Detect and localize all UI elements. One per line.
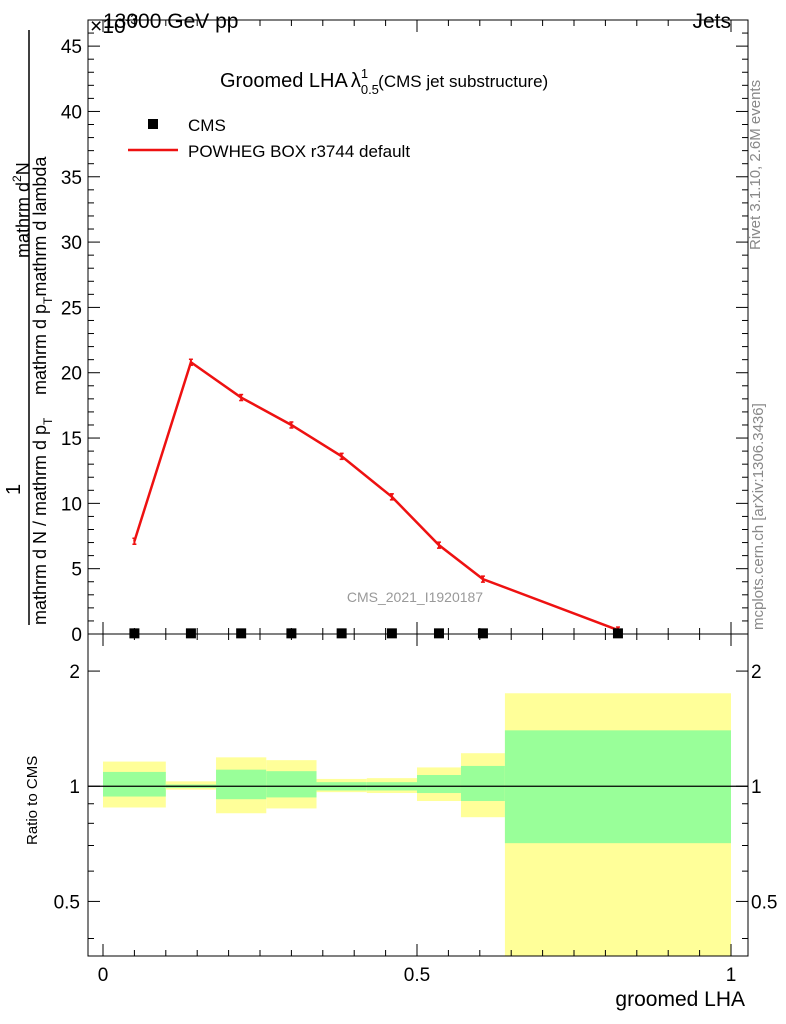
ratio-inner-band — [103, 771, 166, 797]
cms-data-point — [477, 628, 488, 639]
chart-title-symbol: λ — [351, 70, 361, 92]
y-tick-label: 5 — [71, 560, 82, 581]
header-jets-label: Jets — [692, 10, 731, 33]
main-y-axis-label: 1 mathrm d N / mathrm d pT mathrm d2N ma… — [3, 30, 55, 625]
cms-data-point — [336, 628, 347, 639]
y-tick-label: 35 — [61, 168, 82, 189]
ratio-y-tick-label-right: 2 — [751, 662, 762, 683]
ratio-axis-ticks: 0.5 0.5 1 1 2 2 0 0.5 1 — [54, 634, 777, 986]
y-tick-label: 20 — [61, 364, 82, 385]
legend: CMS POWHEG BOX r3744 default — [128, 116, 410, 161]
y-label-line3: mathrm d pTmathrm d lambda — [30, 156, 55, 395]
y-exponent-power: -3 — [126, 11, 139, 27]
y-tick-label: 25 — [61, 298, 82, 319]
ratio-plot-frame — [87, 633, 749, 957]
cms-data-point — [386, 628, 397, 639]
main-plot-frame — [87, 19, 749, 635]
mcplots-label: mcplots.cern.ch [arXiv:1306.3436] — [750, 403, 767, 630]
legend-cms-label: CMS — [188, 116, 226, 135]
y-label-line1: mathrm d N / mathrm d pT — [30, 417, 55, 625]
y-tick-label: 40 — [61, 102, 82, 123]
cms-data-point — [185, 628, 196, 639]
ratio-inner-band — [460, 765, 505, 802]
cms-data-point — [286, 628, 297, 639]
ratio-y-tick-label: 2 — [69, 662, 80, 683]
ratio-y-axis-label: Ratio to CMS — [24, 756, 41, 845]
y-exponent-label: ×10-3 — [90, 11, 138, 38]
ratio-uncertainty-bands — [88, 693, 748, 956]
y-label-line2: mathrm d2N — [10, 162, 33, 258]
main-axis-ticks: 5 10 15 20 25 30 35 40 45 0 — [61, 20, 748, 646]
ratio-y-tick-label-right: 1 — [751, 777, 762, 798]
y-tick-label: 30 — [61, 233, 82, 254]
ratio-inner-band — [266, 771, 317, 798]
chart-title-sup: 1 — [361, 66, 368, 81]
legend-cms-marker — [148, 119, 158, 129]
chart-title-suffix: (CMS jet substructure) — [378, 72, 548, 91]
y-tick-label-zero: 0 — [71, 625, 82, 646]
cms-data-point — [129, 628, 140, 639]
x-tick-label: 1 — [726, 965, 737, 986]
chart-title: Groomed LHA λ0.51 (CMS jet substructure) — [220, 66, 548, 97]
x-tick-label: 0 — [98, 965, 109, 986]
y-exponent-base: ×10 — [90, 15, 126, 38]
y-label-numerator: 1 — [3, 484, 25, 495]
x-tick-label: 0.5 — [404, 965, 430, 986]
main-plot-series — [129, 358, 623, 639]
legend-powheg-label: POWHEG BOX r3744 default — [188, 142, 410, 161]
analysis-watermark: CMS_2021_I1920187 — [347, 589, 483, 605]
chart-title-text: Groomed LHA — [220, 70, 348, 92]
cms-data-point — [612, 628, 623, 639]
ratio-y-tick-label: 0.5 — [54, 892, 80, 913]
ratio-inner-band — [417, 775, 461, 794]
chart-title-sub: 0.5 — [361, 82, 379, 97]
cms-data-point — [236, 628, 247, 639]
ratio-y-tick-label-right: 0.5 — [751, 892, 777, 913]
rivet-version-label: Rivet 3.1.10, 2.6M events — [747, 80, 764, 250]
x-axis-label: groomed LHA — [615, 988, 745, 1011]
y-tick-label: 45 — [61, 37, 82, 58]
y-tick-label: 10 — [61, 494, 82, 515]
ratio-y-tick-label: 1 — [69, 777, 80, 798]
main-plot-panel: 5 10 15 20 25 30 35 40 45 0 — [61, 19, 749, 646]
cms-data-point — [433, 628, 444, 639]
header-energy-label: 13000 GeV pp — [103, 10, 238, 33]
y-tick-label: 15 — [61, 429, 82, 450]
ratio-inner-band — [216, 769, 267, 800]
ratio-plot-panel: 0.5 0.5 1 1 2 2 0 0.5 1 — [54, 633, 777, 986]
